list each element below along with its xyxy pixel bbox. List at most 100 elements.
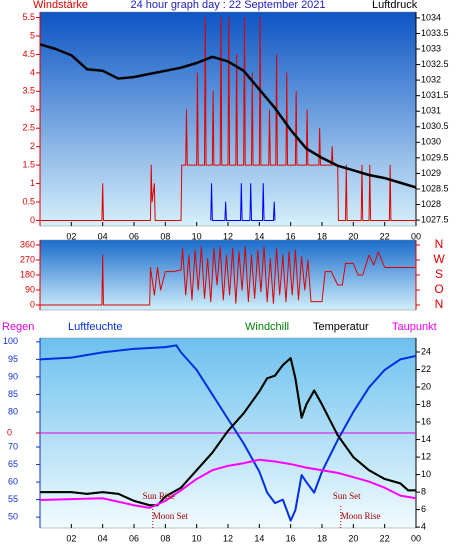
tick-label: 270 (20, 254, 35, 264)
x-tick-label: 06 (129, 533, 139, 543)
annotation-label: Sun Rise (143, 491, 175, 501)
x-tick-label: 14 (254, 533, 264, 543)
annotation-label: Sun Set (333, 491, 361, 501)
tick-label: 95 (8, 354, 18, 364)
tick-label: 18 (421, 399, 431, 409)
tick-label: 1032.5 (421, 59, 449, 69)
tick-label: 4 (30, 67, 35, 77)
tick-label: 8 (421, 486, 426, 496)
tick-label: 3 (30, 104, 35, 114)
tick-label: 10 (421, 469, 431, 479)
tick-label: 90 (8, 371, 18, 381)
tick-label: 16 (421, 416, 431, 426)
tick-label: N (435, 237, 444, 251)
tick-label: W (433, 252, 445, 266)
x-tick-label: 08 (160, 231, 170, 241)
tick-label: 100 (3, 336, 18, 346)
legend-label: Temperatur (313, 321, 369, 333)
x-tick-label: 12 (223, 231, 233, 241)
legend-label: Taupunkt (392, 321, 437, 333)
x-tick-label: 14 (254, 231, 264, 241)
tick-label: 1032 (421, 74, 441, 84)
tick-label: N (435, 297, 444, 311)
x-tick-label: 10 (192, 231, 202, 241)
tick-label: 0.5 (22, 196, 35, 206)
x-tick-label: 18 (317, 231, 327, 241)
tick-label: 5.5 (22, 12, 35, 22)
tick-label: 1030.5 (421, 121, 449, 131)
tick-label: 1029 (421, 168, 441, 178)
tick-label: 50 (8, 512, 18, 522)
x-tick-label: 22 (380, 231, 390, 241)
x-tick-label: 10 (192, 533, 202, 543)
data-line (39, 458, 417, 509)
tick-label: 20 (421, 381, 431, 391)
tick-label: 2.5 (22, 123, 35, 133)
tick-label: O (434, 282, 443, 296)
tick-label: 1031.5 (421, 90, 449, 100)
data-line (39, 344, 417, 522)
legend-label: Luftdruck (372, 0, 418, 11)
legend-label: Windchill (245, 321, 289, 333)
tick-label: 1030 (421, 137, 441, 147)
x-tick-label: 12 (223, 533, 233, 543)
legend-label: Luftfeuchte (68, 321, 122, 333)
tick-label: 4.5 (22, 49, 35, 59)
tick-label: 70 (8, 441, 18, 451)
tick-label: 14 (421, 434, 431, 444)
tick-label: 1.5 (22, 159, 35, 169)
x-tick-label: 20 (348, 533, 358, 543)
data-line (39, 43, 417, 189)
tick-label: 1034 (421, 12, 441, 22)
tick-label: 360 (20, 239, 35, 249)
tick-label: 80 (8, 406, 18, 416)
x-tick-label: 00 (411, 533, 421, 543)
tick-label: 0 (30, 215, 35, 225)
tick-label: 1033 (421, 43, 441, 53)
x-tick-label: 02 (66, 231, 76, 241)
tick-label: 24 (421, 346, 431, 356)
x-tick-label: 18 (317, 533, 327, 543)
tick-label: 90 (25, 284, 35, 294)
tick-label: 12 (421, 451, 431, 461)
tick-label: 4 (421, 521, 426, 531)
x-tick-label: 04 (98, 231, 108, 241)
tick-label: 1029.5 (421, 152, 449, 162)
x-tick-label: 22 (380, 533, 390, 543)
data-line (40, 357, 416, 507)
legend-label: Windstärke (33, 0, 88, 11)
tick-label: 1 (30, 178, 35, 188)
tick-label: 1028 (421, 199, 441, 209)
annotation-label: Moon Rise (341, 511, 381, 521)
tick-label: 1033.5 (421, 28, 449, 38)
tick-label: S (435, 267, 443, 281)
chart-title: 24 hour graph day : 22 September 2021 (130, 0, 325, 11)
tick-label: 6 (421, 504, 426, 514)
tick-label: 65 (8, 459, 18, 469)
x-tick-label: 08 (160, 533, 170, 543)
x-tick-label: 16 (286, 231, 296, 241)
tick-label: 1028.5 (421, 183, 449, 193)
x-tick-label: 02 (66, 533, 76, 543)
x-tick-label: 16 (286, 533, 296, 543)
tick-label: 5 (30, 30, 35, 40)
plot-layer: 0 0.5 1 1.5 2 2.5 3 3.5 4 4.5 5 5.5 1027.5 1028 1028.5… (2, 0, 449, 543)
annotation-label: Moon Set (153, 511, 189, 521)
tick-label: 22 (421, 364, 431, 374)
tick-label: 0 (30, 299, 35, 309)
x-tick-label: 20 (348, 231, 358, 241)
legend-label: Regen (2, 321, 34, 333)
tick-label: 0 (7, 427, 12, 437)
tick-label: 60 (8, 476, 18, 486)
tick-label: 1027.5 (421, 214, 449, 224)
x-tick-label: 06 (129, 231, 139, 241)
x-tick-label: 04 (98, 533, 108, 543)
tick-label: 1031 (421, 106, 441, 116)
tick-label: 55 (8, 494, 18, 504)
x-tick-label: 00 (411, 231, 421, 241)
tick-label: 85 (8, 389, 18, 399)
tick-label: 180 (20, 269, 35, 279)
data-line (40, 246, 416, 306)
tick-label: 2 (30, 141, 35, 151)
